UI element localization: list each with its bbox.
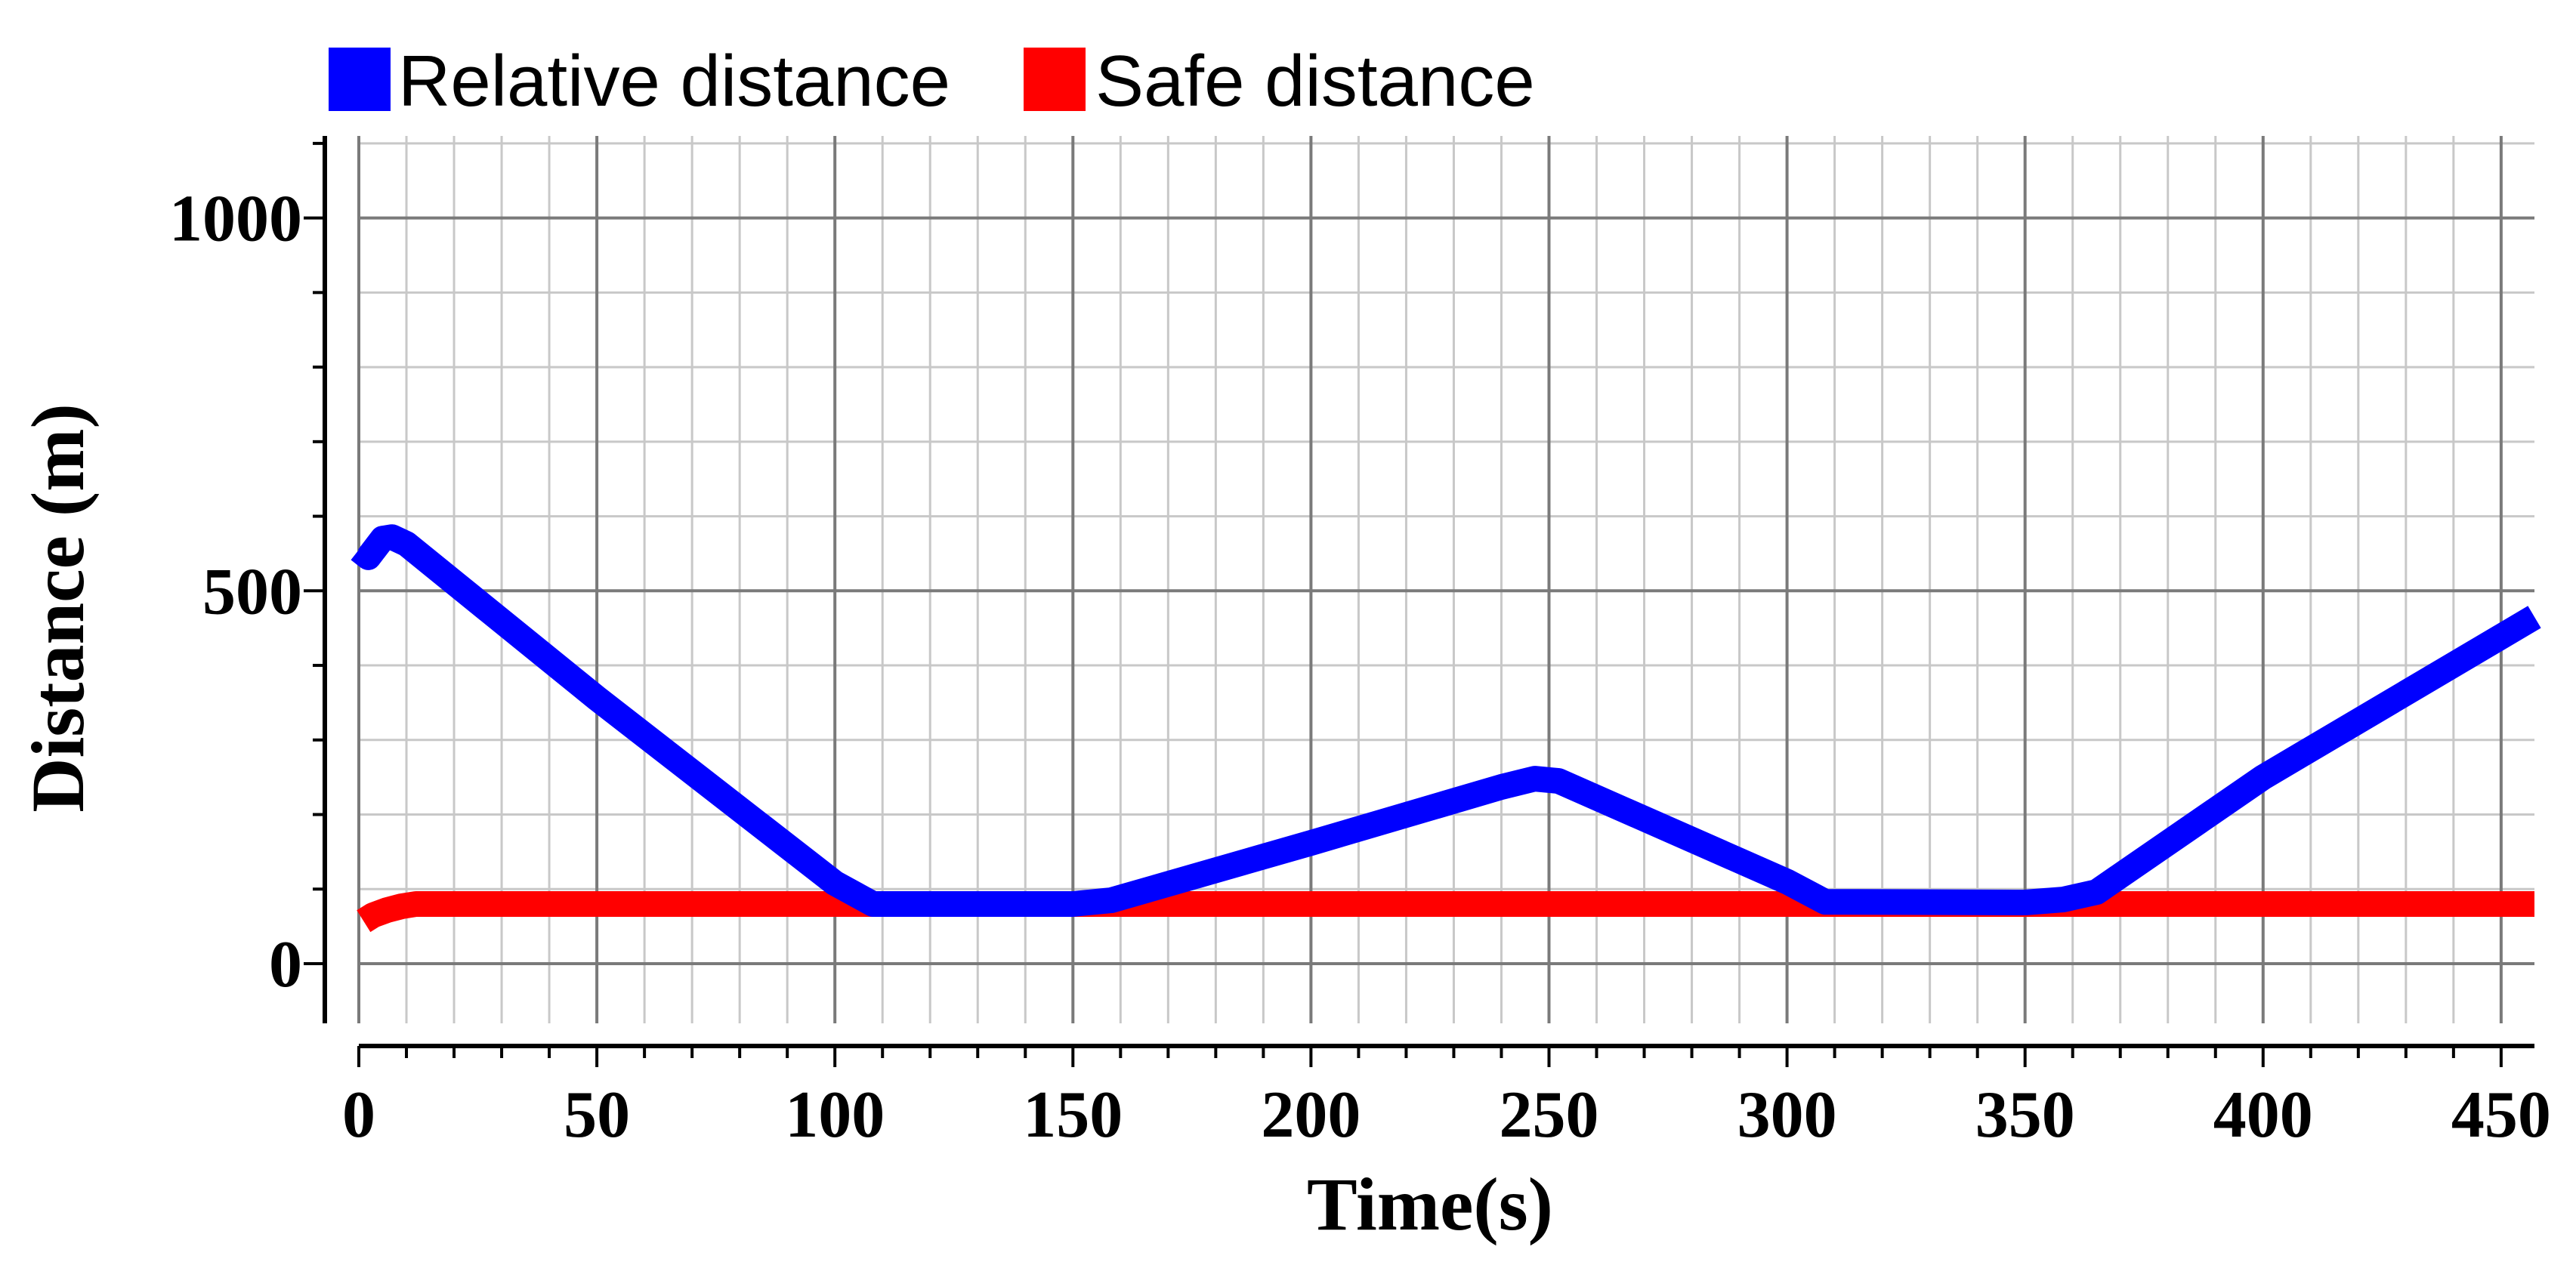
ticks: 0 50 100 150 200 250 300 350 400 450 0 500 1000 <box>169 141 2551 1152</box>
x-tick-label: 250 <box>1499 1078 1598 1152</box>
x-tick-label: 50 <box>564 1078 630 1152</box>
x-tick-label: 200 <box>1261 1078 1361 1152</box>
legend-swatch-safe-distance <box>1024 48 1086 111</box>
x-tick-label: 400 <box>2213 1078 2313 1152</box>
legend-swatch-relative-distance <box>329 48 391 111</box>
axes <box>323 136 2534 1048</box>
y-tick-label: 0 <box>269 928 302 1001</box>
x-tick-label: 100 <box>785 1078 885 1152</box>
legend-label-relative-distance: Relative distance <box>398 41 950 122</box>
x-tick-label: 300 <box>1737 1078 1837 1152</box>
plot-area <box>359 136 2534 1023</box>
minor-grid <box>359 136 2534 1023</box>
plot-background <box>359 136 2534 1023</box>
y-tick-label: 1000 <box>169 183 302 256</box>
y-tick-label: 500 <box>202 555 302 628</box>
major-grid <box>357 136 2534 1023</box>
x-tick-label: 350 <box>1975 1078 2075 1152</box>
x-tick-label: 0 <box>342 1078 375 1152</box>
x-axis-label: Time(s) <box>1307 1162 1553 1246</box>
legend: Relative distance Safe distance <box>329 41 1535 122</box>
series-line-relative-distance <box>351 524 2541 917</box>
series-line-safe-distance <box>357 891 2534 933</box>
legend-label-safe-distance: Safe distance <box>1095 41 1535 122</box>
y-axis-label: Distance (m) <box>16 403 100 813</box>
x-tick-label: 150 <box>1023 1078 1123 1152</box>
series <box>351 524 2541 933</box>
x-tick-label: 450 <box>2451 1078 2551 1152</box>
